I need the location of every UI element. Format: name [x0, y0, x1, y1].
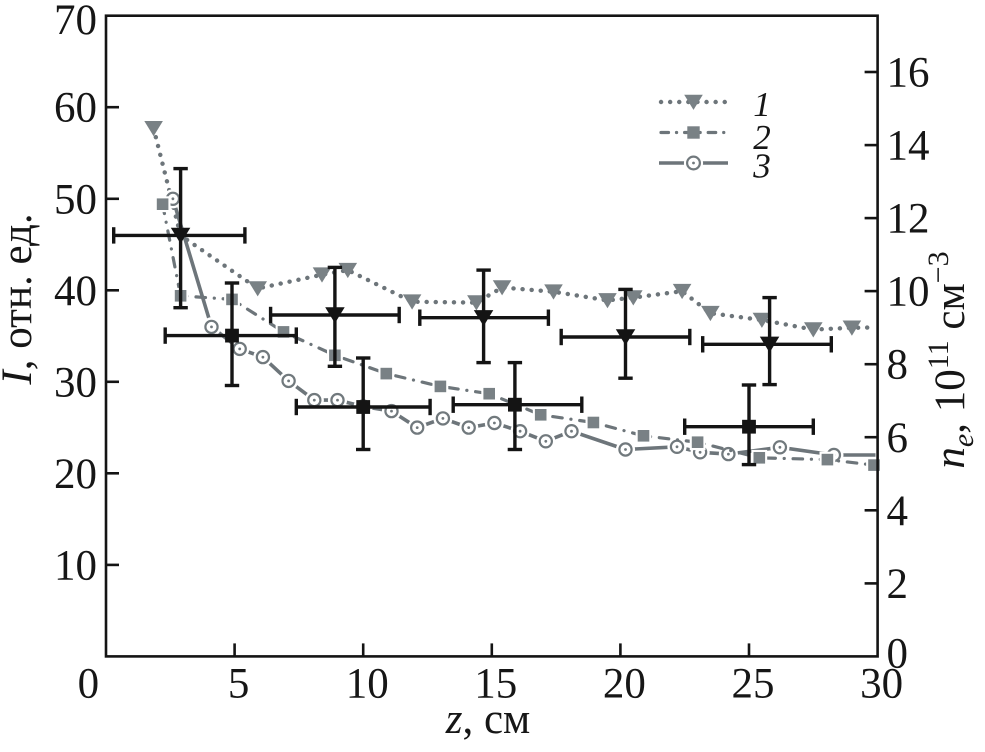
svg-text:20: 20	[54, 451, 97, 498]
svg-text:20: 20	[603, 661, 646, 708]
svg-text:2: 2	[753, 118, 771, 157]
svg-text:6: 6	[887, 415, 909, 462]
svg-text:z, см: z, см	[445, 696, 531, 743]
svg-text:8: 8	[887, 342, 909, 389]
svg-text:25: 25	[732, 661, 775, 708]
svg-text:16: 16	[887, 50, 930, 97]
svg-text:2: 2	[887, 561, 909, 608]
svg-text:50: 50	[54, 176, 97, 223]
svg-text:I, отн. ед.: I, отн. ед.	[0, 213, 41, 385]
svg-text:0: 0	[78, 661, 100, 708]
svg-text:40: 40	[54, 268, 97, 315]
svg-text:5: 5	[228, 661, 250, 708]
svg-text:4: 4	[887, 488, 909, 535]
svg-text:14: 14	[887, 123, 930, 170]
svg-text:0: 0	[887, 630, 909, 677]
svg-text:10: 10	[346, 661, 389, 708]
svg-text:60: 60	[54, 85, 97, 132]
svg-text:12: 12	[887, 196, 930, 243]
svg-text:1: 1	[753, 85, 771, 124]
svg-text:15: 15	[474, 661, 517, 708]
svg-text:10: 10	[887, 269, 930, 316]
svg-text:10: 10	[54, 542, 97, 589]
svg-text:70: 70	[54, 0, 97, 44]
svg-text:30: 30	[860, 661, 903, 708]
svg-text:ne, 1011 см−3: ne, 1011 см−3	[922, 251, 980, 468]
svg-text:3: 3	[752, 147, 771, 186]
svg-text:30: 30	[54, 359, 97, 406]
